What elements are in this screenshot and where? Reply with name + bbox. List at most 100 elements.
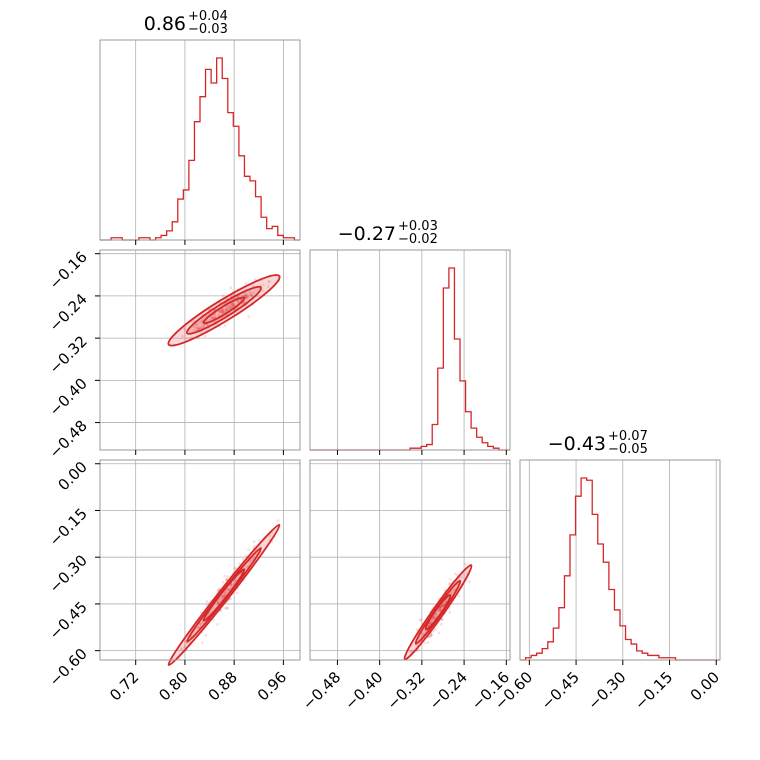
sample-point bbox=[191, 325, 195, 329]
sample-point bbox=[222, 595, 226, 599]
sample-point bbox=[448, 611, 452, 614]
sample-point bbox=[193, 325, 197, 329]
sample-point bbox=[222, 594, 226, 598]
sample-point bbox=[446, 597, 449, 601]
param-title-minus: −0.05 bbox=[608, 442, 648, 457]
panel-frame bbox=[519, 459, 721, 661]
sample-point bbox=[249, 293, 253, 296]
sample-point bbox=[431, 629, 435, 633]
x-tick-label: 0.96 bbox=[254, 668, 290, 704]
sample-point bbox=[200, 326, 204, 329]
sample-point bbox=[431, 619, 434, 623]
sample-point bbox=[440, 618, 444, 622]
sample-point bbox=[244, 296, 248, 300]
x-tick-label: −0.24 bbox=[426, 668, 471, 713]
histogram-step bbox=[520, 477, 720, 661]
sample-point bbox=[218, 600, 221, 604]
x-tick-label: −0.40 bbox=[341, 668, 386, 713]
sample-point bbox=[220, 309, 224, 312]
sample-point bbox=[200, 319, 204, 323]
sample-point bbox=[441, 604, 444, 608]
sample-point bbox=[257, 539, 261, 543]
sample-point bbox=[245, 295, 249, 299]
sample-point bbox=[195, 323, 199, 327]
contour-level bbox=[167, 523, 281, 667]
panel-frame bbox=[309, 459, 511, 661]
sample-point bbox=[409, 649, 413, 653]
panel-frame bbox=[99, 459, 301, 661]
sample-point bbox=[217, 313, 221, 317]
sample-point bbox=[426, 641, 430, 645]
sample-point bbox=[195, 326, 199, 330]
sample-point bbox=[197, 325, 200, 329]
sample-point bbox=[221, 580, 225, 584]
sample-point bbox=[427, 635, 431, 639]
sample-point bbox=[452, 588, 456, 592]
sample-point bbox=[417, 648, 421, 651]
param-title-median: 0.86 bbox=[144, 13, 186, 35]
sample-point bbox=[441, 602, 445, 606]
sample-point bbox=[220, 309, 224, 312]
sample-point bbox=[430, 633, 434, 637]
sample-point bbox=[428, 621, 432, 625]
panel-frame bbox=[99, 39, 301, 241]
x-tick-label: 0.88 bbox=[205, 668, 241, 704]
sample-point bbox=[220, 596, 224, 600]
y-tick-label: −0.48 bbox=[46, 417, 91, 462]
sample-point bbox=[248, 560, 252, 564]
panel-2-1 bbox=[309, 459, 511, 665]
sample-point bbox=[223, 324, 227, 328]
sample-point bbox=[245, 296, 248, 300]
sample-point bbox=[237, 562, 241, 566]
contour-level bbox=[424, 593, 452, 631]
sample-point bbox=[439, 604, 443, 608]
param-title-plus: +0.07 bbox=[608, 429, 648, 444]
param-title-median: −0.43 bbox=[548, 433, 606, 455]
sample-point bbox=[448, 577, 452, 581]
contour-level bbox=[414, 579, 462, 645]
sample-point bbox=[266, 285, 270, 289]
sample-point bbox=[199, 622, 202, 626]
contour-level bbox=[167, 274, 281, 347]
sample-point bbox=[220, 595, 224, 599]
contour-level bbox=[403, 564, 473, 661]
sample-point bbox=[243, 293, 247, 297]
sample-point bbox=[216, 622, 219, 626]
sample-point bbox=[230, 303, 234, 307]
sample-point bbox=[457, 594, 461, 598]
sample-point bbox=[431, 616, 435, 620]
sample-point bbox=[211, 316, 215, 320]
sample-point bbox=[227, 588, 231, 592]
sample-point bbox=[244, 554, 248, 557]
sample-point bbox=[438, 609, 442, 613]
sample-point bbox=[228, 306, 232, 310]
sample-point bbox=[243, 293, 247, 297]
x-tick-label: −0.15 bbox=[631, 668, 676, 713]
sample-point bbox=[250, 294, 254, 298]
sample-point bbox=[221, 309, 225, 313]
panel-1-1 bbox=[309, 249, 511, 455]
sample-point bbox=[252, 291, 255, 295]
param-title-minus: −0.03 bbox=[188, 22, 228, 37]
sample-point bbox=[217, 597, 221, 601]
contour-level bbox=[202, 296, 246, 325]
sample-point bbox=[428, 622, 432, 626]
sample-point bbox=[224, 308, 228, 312]
sample-point bbox=[415, 628, 419, 631]
sample-point bbox=[245, 565, 249, 569]
sample-point bbox=[228, 304, 232, 308]
sample-point bbox=[195, 328, 199, 332]
x-tick-label: −0.45 bbox=[538, 668, 583, 713]
sample-point bbox=[233, 566, 237, 570]
y-tick-label: −0.40 bbox=[46, 374, 91, 419]
sample-point bbox=[228, 306, 232, 310]
sample-point bbox=[201, 324, 204, 328]
sample-point bbox=[441, 604, 445, 607]
sample-point bbox=[221, 310, 225, 314]
contour-level bbox=[186, 285, 262, 335]
x-tick-label: 0.72 bbox=[106, 668, 142, 704]
sample-point bbox=[232, 304, 235, 308]
sample-point bbox=[197, 321, 201, 325]
sample-point bbox=[262, 283, 265, 287]
